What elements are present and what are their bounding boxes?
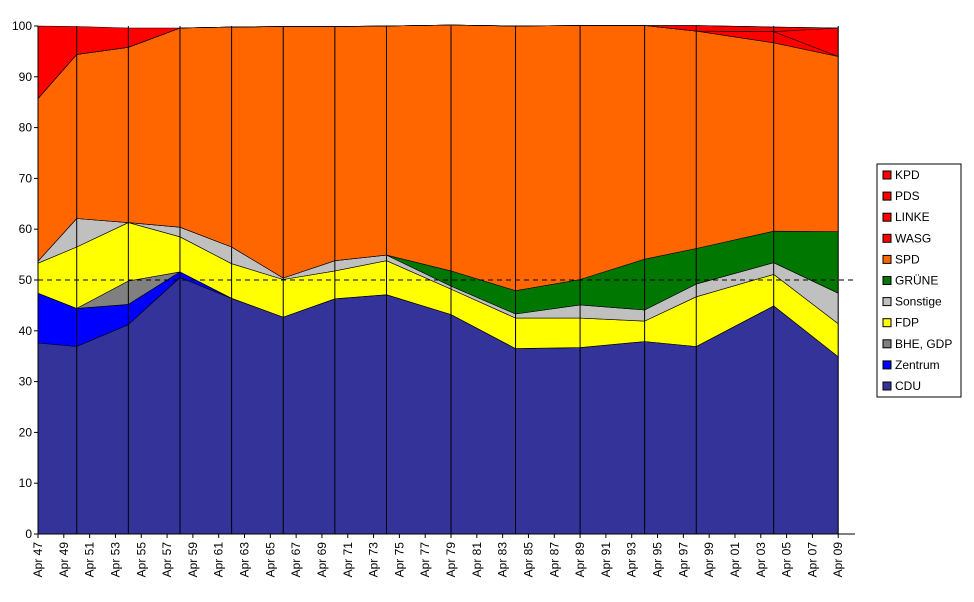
x-tick-label: Apr 67 [289, 542, 303, 578]
legend-label: KPD [895, 168, 920, 182]
y-axis-ticks: 0 10 20 30 40 50 60 70 80 90 100 [12, 19, 38, 541]
legend-item-gruene: GRÜNE [882, 274, 938, 288]
x-tick-label: Apr 71 [341, 542, 355, 578]
x-tick-label: Apr 09 [831, 542, 845, 578]
y-tick-label: 30 [19, 375, 33, 389]
legend-swatch [882, 318, 892, 328]
x-tick-label: Apr 49 [57, 542, 71, 578]
legend-item-fdp: FDP [882, 316, 919, 330]
legend-label: WASG [895, 231, 931, 245]
y-tick-label: 80 [19, 121, 33, 135]
y-tick-label: 40 [19, 324, 33, 338]
x-tick-label: Apr 55 [134, 542, 148, 578]
x-tick-label: Apr 01 [728, 542, 742, 578]
legend-swatch [882, 212, 892, 222]
legend-label: Sonstige [895, 295, 942, 309]
legend-swatch [882, 276, 892, 285]
x-tick-label: Apr 07 [805, 542, 819, 578]
legend-swatch [882, 254, 892, 264]
y-tick-label: 10 [19, 476, 33, 490]
legend-item-wasg: WASG [882, 231, 931, 245]
legend-item-bhe-gdp: BHE, GDP [882, 337, 952, 351]
legend-item-zentrum: Zentrum [882, 358, 940, 372]
legend-swatch [882, 170, 892, 180]
legend: KPD PDS LINKE WASG SPD GRÜNE Sonstige FDP BHE, G… [876, 163, 962, 398]
x-tick-label: Apr 75 [392, 542, 406, 578]
legend-item-cdu: CDU [882, 379, 921, 393]
y-tick-label: 100 [12, 19, 32, 33]
x-tick-label: Apr 53 [108, 542, 122, 578]
legend-label: GRÜNE [895, 274, 938, 288]
x-tick-label: Apr 93 [625, 542, 639, 578]
x-tick-label: Apr 83 [496, 542, 510, 578]
y-tick-label: 50 [19, 273, 33, 287]
x-tick-label: Apr 63 [238, 542, 252, 578]
legend-item-spd: SPD [882, 252, 920, 266]
legend-label: LINKE [895, 210, 930, 224]
x-tick-label: Apr 03 [754, 542, 768, 578]
area-layers [37, 24, 839, 535]
x-tick-label: Apr 99 [702, 542, 716, 578]
x-tick-label: Apr 77 [418, 542, 432, 578]
x-tick-label: Apr 95 [651, 542, 665, 578]
legend-swatch [882, 297, 892, 307]
y-tick-label: 0 [25, 527, 32, 541]
legend-swatch [882, 360, 892, 370]
y-tick-label: 90 [19, 70, 33, 84]
x-tick-label: Apr 69 [315, 542, 329, 578]
x-tick-label: Apr 97 [676, 542, 690, 578]
y-tick-label: 60 [19, 222, 33, 236]
area-kpd [37, 24, 839, 99]
y-tick-label: 70 [19, 171, 33, 185]
legend-swatch [882, 233, 892, 243]
x-tick-label: Apr 05 [780, 542, 794, 578]
x-tick-label: Apr 89 [573, 542, 587, 578]
legend-label: FDP [895, 316, 919, 330]
x-tick-label: Apr 73 [367, 542, 381, 578]
y-tick-label: 20 [19, 425, 33, 439]
x-axis-ticks: Apr 47 Apr 49 Apr 51 Apr 53 Apr 55 Apr 57 Apr … [31, 534, 845, 577]
legend-swatch [882, 339, 892, 349]
x-tick-label: Apr 51 [83, 542, 97, 578]
legend-label: CDU [895, 379, 921, 393]
legend-label: BHE, GDP [895, 337, 952, 351]
x-tick-label: Apr 65 [263, 542, 277, 578]
legend-item-kpd: KPD [882, 168, 920, 182]
x-tick-label: Apr 87 [547, 542, 561, 578]
legend-label: Zentrum [895, 358, 940, 372]
legend-label: PDS [895, 189, 920, 203]
x-tick-label: Apr 47 [31, 542, 45, 578]
legend-swatch [882, 381, 892, 391]
legend-swatch [882, 191, 892, 201]
x-tick-label: Apr 61 [212, 542, 226, 578]
legend-item-pds: PDS [882, 189, 920, 203]
legend-label: SPD [895, 252, 920, 266]
x-tick-label: Apr 57 [160, 542, 174, 578]
x-tick-label: Apr 79 [444, 542, 458, 578]
x-tick-label: Apr 59 [186, 542, 200, 578]
legend-item-linke: LINKE [882, 210, 930, 224]
x-tick-label: Apr 85 [521, 542, 535, 578]
legend-item-sonstige: Sonstige [882, 295, 942, 309]
x-tick-label: Apr 81 [470, 542, 484, 578]
x-tick-label: Apr 91 [599, 542, 613, 578]
